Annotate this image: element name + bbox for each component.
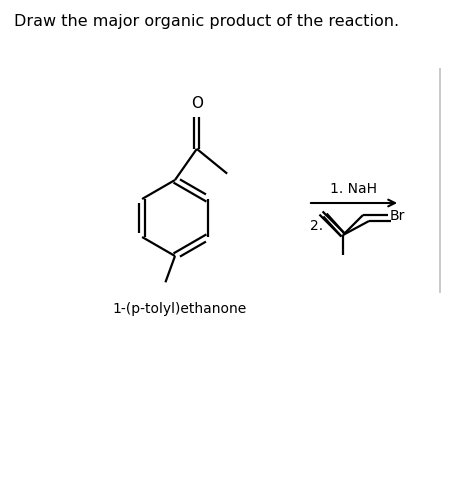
Text: Br: Br <box>389 208 405 223</box>
Text: 2.: 2. <box>309 219 322 232</box>
Text: 1-(p-tolyl)ethanone: 1-(p-tolyl)ethanone <box>113 302 247 315</box>
Text: 1. NaH: 1. NaH <box>330 182 377 196</box>
Text: O: O <box>190 95 202 110</box>
Text: Draw the major organic product of the reaction.: Draw the major organic product of the re… <box>14 14 398 29</box>
